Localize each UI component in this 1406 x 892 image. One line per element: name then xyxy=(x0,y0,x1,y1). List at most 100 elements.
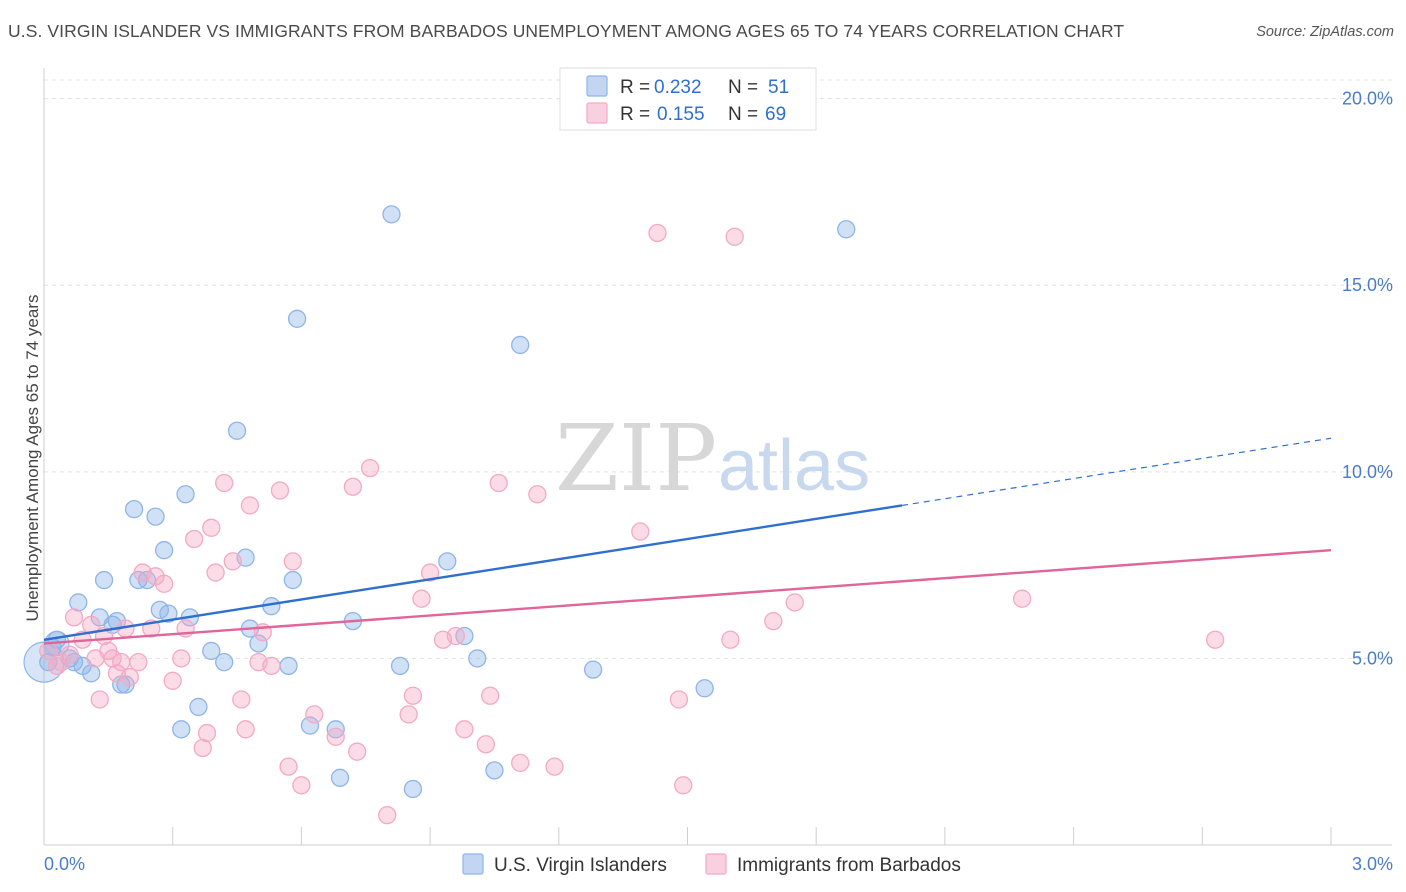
y-tick-labels: 5.0% 10.0% 15.0% 20.0% xyxy=(1342,89,1393,669)
legend-r-value-2: 0.155 xyxy=(657,104,705,125)
data-point xyxy=(176,485,195,504)
data-point xyxy=(129,652,148,672)
data-point xyxy=(511,753,530,773)
data-point xyxy=(159,604,178,623)
data-point xyxy=(330,768,350,787)
data-point xyxy=(382,205,401,224)
watermark-zip: ZIP xyxy=(555,405,717,512)
watermark-atlas: atlas xyxy=(718,426,870,506)
data-point xyxy=(545,757,564,776)
data-point xyxy=(403,779,423,799)
data-point xyxy=(206,563,225,582)
legend-r-value-1: 0.232 xyxy=(654,77,702,98)
data-points xyxy=(23,205,1225,825)
data-point xyxy=(764,611,783,631)
legend-swatch-barbados xyxy=(586,102,608,124)
data-point xyxy=(292,776,311,795)
y-axis-label: Unemployment Among Ages 65 to 74 years xyxy=(23,295,42,622)
data-point xyxy=(348,742,367,761)
series-points-barbados xyxy=(39,223,1225,825)
data-point xyxy=(82,664,101,683)
data-point xyxy=(90,690,109,709)
data-point xyxy=(249,634,268,653)
data-point xyxy=(725,227,744,246)
chart-title: U.S. VIRGIN ISLANDER VS IMMIGRANTS FROM … xyxy=(8,21,1125,41)
data-point xyxy=(154,574,174,593)
data-point xyxy=(360,458,380,478)
y-tick-label: 20.0% xyxy=(1342,89,1393,109)
data-point xyxy=(305,705,324,724)
data-point xyxy=(326,720,345,739)
legend-n-value-1: 51 xyxy=(768,77,789,98)
data-point xyxy=(64,608,84,627)
data-point xyxy=(193,738,212,758)
data-point xyxy=(120,667,139,687)
data-point xyxy=(674,776,693,795)
trend-lines xyxy=(43,437,1332,645)
data-point xyxy=(326,727,345,746)
data-point xyxy=(438,552,457,571)
legend-n-label-1: N = xyxy=(728,77,758,98)
legend-swatch-virgin-islanders xyxy=(586,75,608,97)
data-point xyxy=(163,671,182,690)
data-point xyxy=(215,473,234,493)
data-point xyxy=(240,496,260,515)
data-point xyxy=(1206,630,1225,649)
trend-line-virgin-islanders xyxy=(43,504,903,641)
data-point xyxy=(172,720,191,739)
data-point xyxy=(262,656,281,676)
source-credit: Source: ZipAtlas.com xyxy=(1256,24,1394,40)
data-point xyxy=(223,552,242,571)
correlation-legend: R = 0.232 N = 51 R = 0.155 N = 69 xyxy=(559,67,817,131)
data-point xyxy=(124,499,144,519)
data-point xyxy=(300,716,320,735)
data-point xyxy=(197,723,217,743)
data-point xyxy=(270,481,290,500)
data-point xyxy=(69,593,88,612)
data-point xyxy=(227,421,247,440)
series-legend: U.S. Virgin Islanders Immigrants from Ba… xyxy=(462,853,961,876)
y-tick-label: 10.0% xyxy=(1342,462,1393,482)
data-point xyxy=(455,720,474,739)
data-point xyxy=(283,570,302,590)
data-point xyxy=(215,652,234,672)
data-point xyxy=(669,690,689,709)
legend-r-label-2: R = xyxy=(620,104,650,125)
data-point xyxy=(232,690,251,709)
data-point xyxy=(511,335,530,355)
bottom-legend-label-virgin-islanders: U.S. Virgin Islanders xyxy=(494,855,667,876)
data-point xyxy=(1012,589,1032,608)
data-point xyxy=(420,563,440,582)
data-point xyxy=(202,518,221,537)
data-point xyxy=(60,645,79,664)
data-point xyxy=(476,735,496,754)
data-point xyxy=(695,679,714,698)
data-point xyxy=(146,507,165,526)
data-point xyxy=(721,630,740,649)
bottom-legend-label-barbados: Immigrants from Barbados xyxy=(737,855,961,876)
data-point xyxy=(189,697,208,717)
data-point xyxy=(378,805,397,825)
data-point xyxy=(184,529,204,549)
y-tick-label: 15.0% xyxy=(1342,275,1393,295)
data-point xyxy=(446,626,465,646)
legend-n-label-2: N = xyxy=(728,104,758,125)
data-point xyxy=(399,705,418,724)
data-point xyxy=(648,223,667,243)
data-point xyxy=(279,757,298,776)
data-point xyxy=(468,649,487,668)
y-tick-label: 5.0% xyxy=(1352,648,1393,668)
x-tick-label-min: 0.0% xyxy=(44,854,85,874)
axes xyxy=(43,68,1392,846)
legend-n-value-2: 69 xyxy=(765,104,786,125)
data-point xyxy=(172,649,191,668)
data-point xyxy=(785,593,804,612)
legend-r-label-1: R = xyxy=(620,77,650,98)
data-point xyxy=(287,309,307,328)
data-point xyxy=(279,656,298,676)
data-point xyxy=(112,652,131,672)
watermark: ZIP atlas xyxy=(555,405,870,512)
data-point xyxy=(390,656,410,676)
data-point xyxy=(94,570,114,590)
